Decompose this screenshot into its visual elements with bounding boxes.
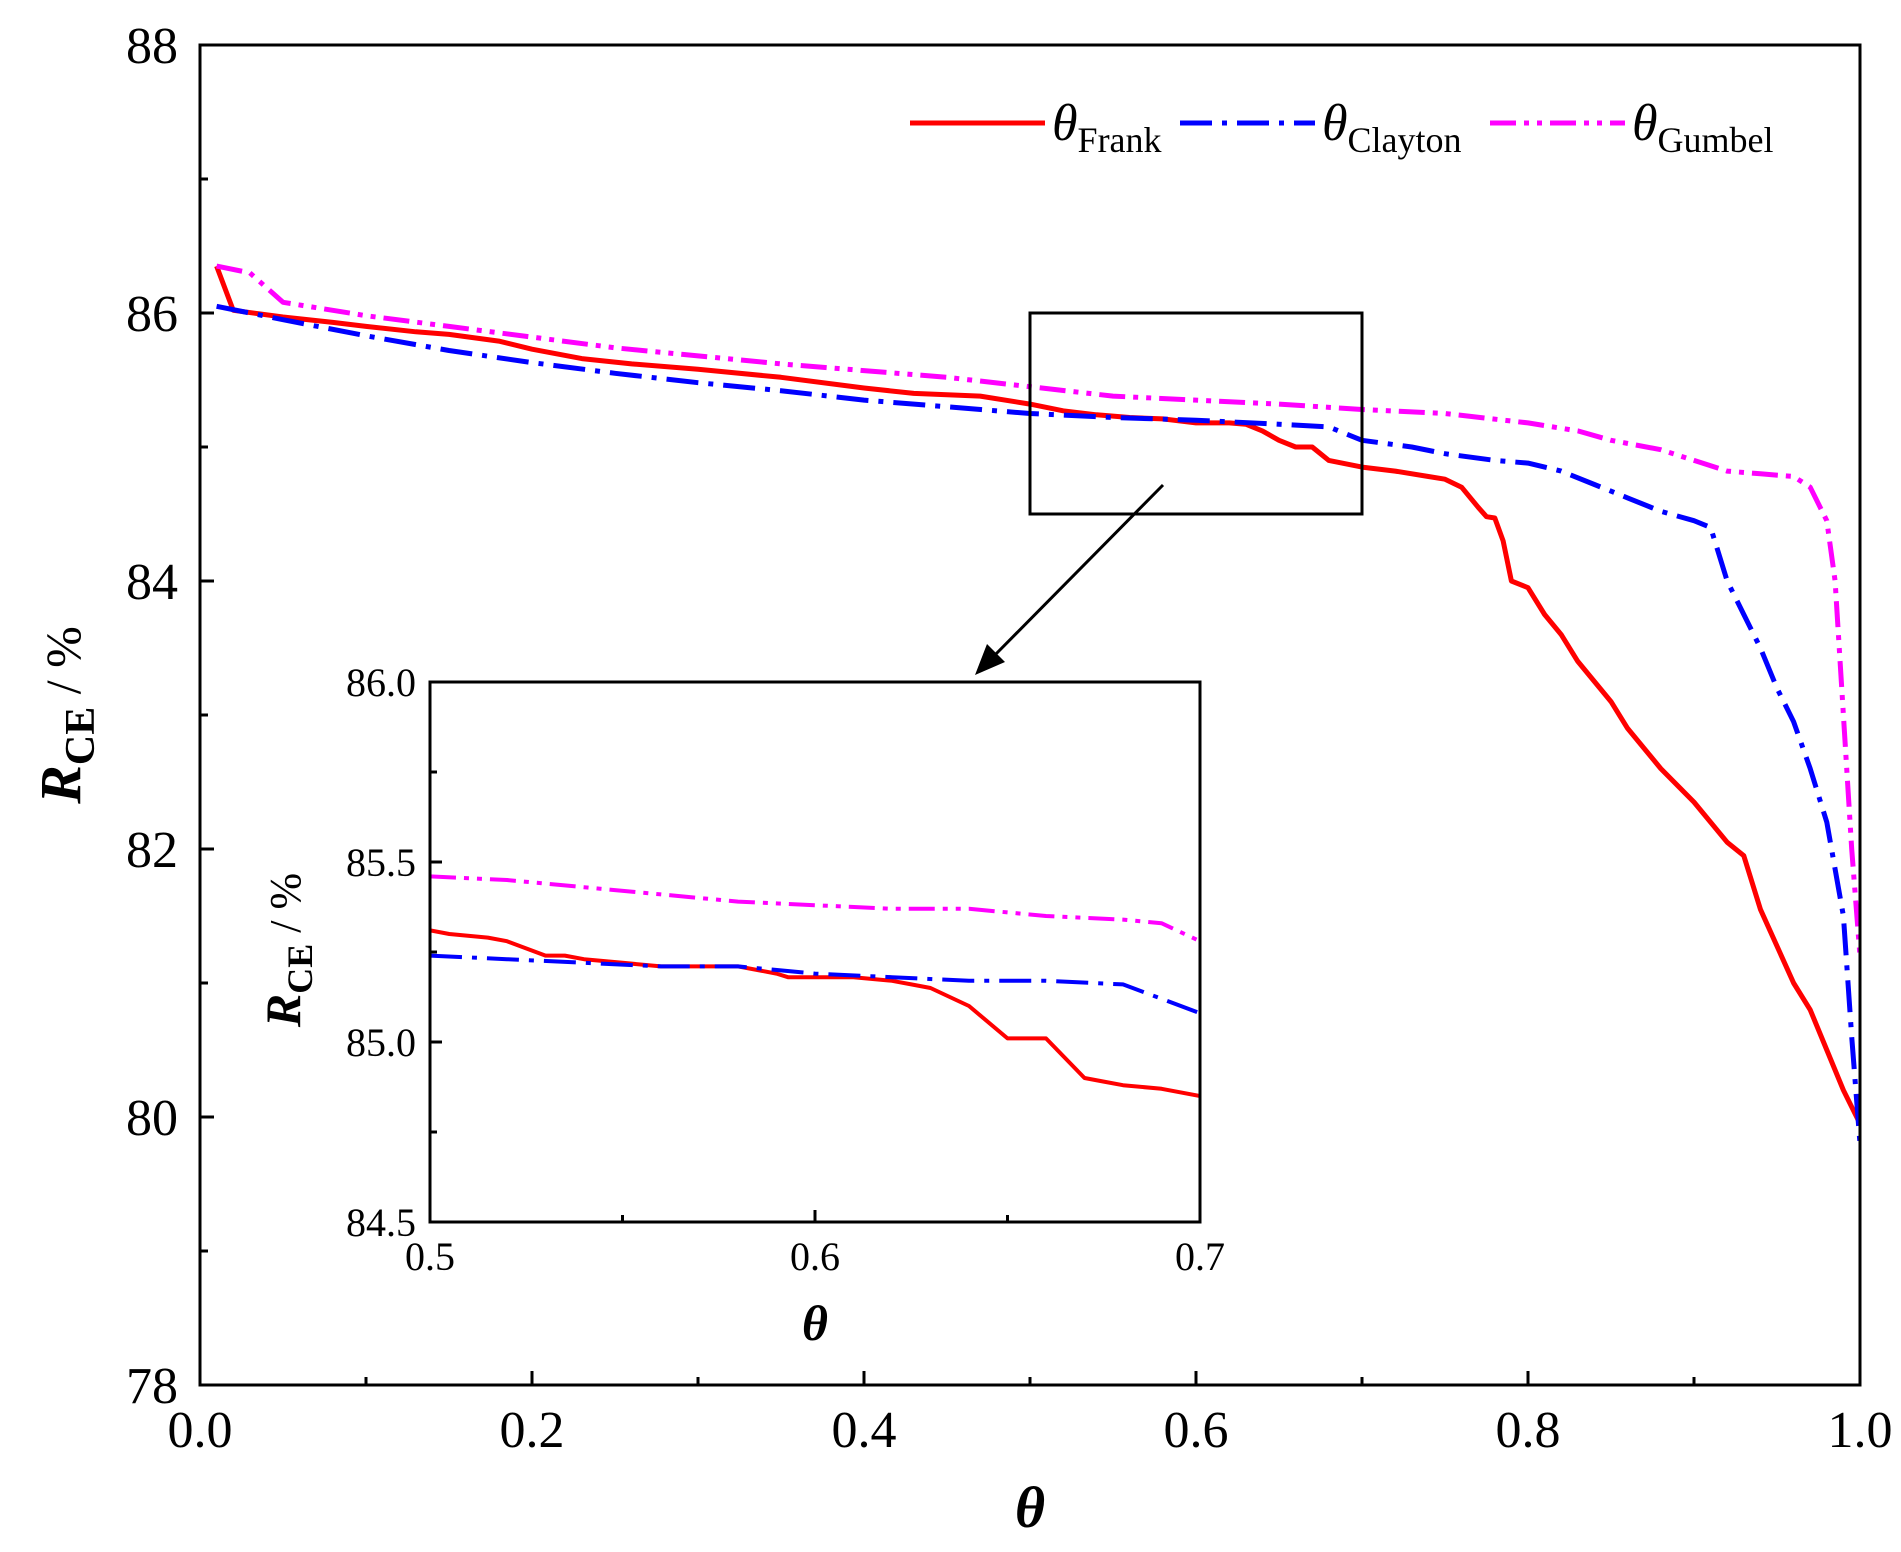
main-x-tick-label: 0.2 [500,1402,565,1459]
main-y-tick-label: 88 [126,18,178,75]
zoom-arrow-line [988,483,1165,662]
inset-x-tick-label: 0.7 [1175,1234,1225,1279]
main-x-tick-label: 0.4 [832,1402,897,1459]
inset-plot: 0.5 0.6 0.7 84.5 85.0 85.5 86.0 θ RCE / % [255,660,1225,1351]
main-x-tick-label: 1.0 [1828,1402,1893,1459]
inset-y-axis-title: RCE / % [255,873,320,1028]
legend-entry-frank: θFrank [910,95,1162,160]
inset-series-clayton [430,953,1200,1016]
zoom-region-box [1028,311,1364,516]
legend: θFrank θClayton θGumbel [910,95,1774,160]
inset-series-frank [430,928,1200,1098]
inset-x-tick-label: 0.6 [790,1234,840,1279]
main-y-tick-label: 84 [126,554,178,611]
main-series-frank [214,265,1860,1125]
main-y-tick-label: 82 [126,822,178,879]
inset-y-tick-label: 84.5 [346,1200,416,1245]
legend-label-frank: θFrank [1052,95,1162,160]
main-series-clayton [216,303,1860,1144]
legend-label-clayton: θClayton [1322,95,1462,160]
legend-entry-gumbel: θGumbel [1490,95,1774,160]
inset-background [430,682,1200,1222]
inset-x-tick-label: 0.5 [405,1234,455,1279]
legend-label-gumbel: θGumbel [1632,95,1774,160]
inset-y-tick-label: 85.0 [346,1020,416,1065]
main-x-tick-label: 0.0 [168,1402,233,1459]
zoom-arrow-head [975,644,1005,675]
inset-y-tick-label: 86.0 [346,660,416,705]
inset-x-axis-title: θ [802,1295,828,1351]
main-x-tick-label: 0.8 [1496,1402,1561,1459]
main-x-axis-title: θ [1015,1475,1045,1540]
main-y-tick-label: 86 [126,286,178,343]
zoom-indicator [975,311,1364,675]
main-y-axis-title: RCE / % [28,626,104,805]
inset-series-gumbel [430,874,1200,944]
main-y-tick-label: 78 [126,1358,178,1415]
main-plot-frame [198,43,1862,1387]
legend-entry-clayton: θClayton [1180,95,1462,160]
inset-y-tick-label: 85.5 [346,840,416,885]
main-x-tick-label: 0.6 [1164,1402,1229,1459]
main-y-tick-label: 80 [126,1090,178,1147]
inset-plot-frame [428,680,1202,1224]
